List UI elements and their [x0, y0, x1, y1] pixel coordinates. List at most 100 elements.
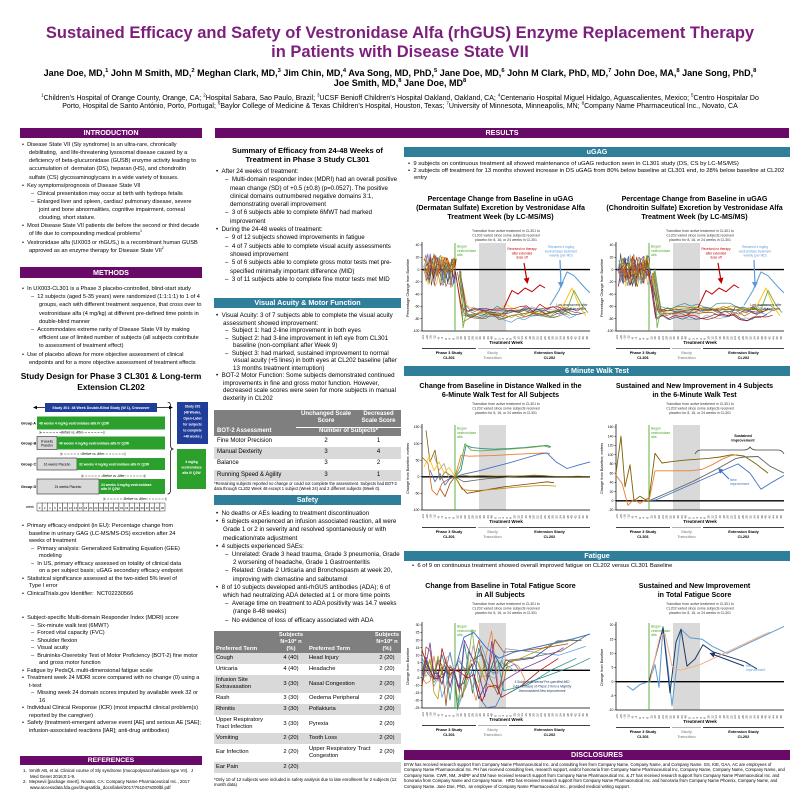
svg-text:Sustained and New Improvement: Sustained and New Improvement in 4 Subje…: [616, 382, 773, 390]
svg-text:-8: -8: [630, 337, 634, 340]
svg-text:-4: -4: [634, 516, 638, 519]
svg-text:CL301: CL301: [443, 355, 456, 360]
svg-text:46: 46: [581, 515, 585, 519]
svg-text:8: 8: [452, 715, 456, 717]
svg-text:Transition: Transition: [483, 355, 502, 360]
svg-text:4: 4: [695, 517, 699, 519]
svg-text:-50: -50: [414, 492, 419, 496]
svg-text:48: 48: [585, 336, 589, 340]
svg-text:28: 28: [547, 515, 551, 519]
svg-text:in All Subjects: in All Subjects: [476, 591, 525, 599]
svg-text:Change from Baseline in Total: Change from Baseline in Total Fatigue Sc…: [425, 582, 575, 590]
svg-text:48 weeks 4 mg/kg vestronidase: 48 weeks 4 mg/kg vestronidase alfa IV Q2…: [39, 421, 110, 425]
svg-text:Group C: Group C: [21, 462, 36, 466]
svg-text:40: 40: [416, 243, 420, 247]
svg-text:4: 4: [501, 338, 505, 340]
svg-text:vestronidase: vestronidase: [457, 431, 476, 435]
svg-text:4 mg/kg: 4 mg/kg: [185, 460, 197, 464]
svg-text:18: 18: [528, 515, 532, 519]
svg-text:44: 44: [577, 336, 581, 340]
svg-text:44: 44: [151, 506, 155, 510]
svg-text:Treatment Week: Treatment Week: [683, 519, 717, 524]
svg-text:Sustained and New Improvement: Sustained and New Improvement: [639, 582, 751, 590]
svg-text:-16: -16: [623, 335, 627, 340]
svg-text:CL202: CL202: [544, 355, 557, 360]
svg-text:2: 2: [44, 506, 46, 510]
svg-text:4: 4: [448, 517, 452, 519]
svg-text:Treatment Week: Treatment Week: [489, 340, 523, 345]
svg-text:vestronidase: vestronidase: [457, 629, 476, 633]
svg-text:placebo for 8, 16, or 24 weeks: placebo for 8, 16, or 24 weeks in CL301: [669, 611, 731, 615]
svg-text:16 weeks Placebo: 16 weeks Placebo: [44, 462, 71, 466]
svg-text:44: 44: [486, 336, 490, 340]
svg-text:4: 4: [695, 338, 699, 340]
svg-text:CL202 varied since some subjec: CL202 varied since some subjects receive…: [666, 407, 734, 411]
svg-text:8: 8: [509, 338, 513, 340]
svg-text:-12: -12: [626, 514, 630, 519]
svg-text:for subjects: for subjects: [183, 423, 202, 427]
svg-text:2: 2: [497, 338, 501, 340]
svg-text:120: 120: [608, 444, 614, 448]
svg-text:44: 44: [680, 715, 684, 719]
svg-text:(>10 increase) of Phase 3 from: (>10 increase) of Phase 3 from a Majorit…: [513, 685, 572, 689]
svg-text:0: 0: [444, 517, 448, 519]
svg-text:16: 16: [524, 713, 528, 717]
svg-text:0: 0: [688, 338, 692, 340]
svg-text:48: 48: [161, 506, 165, 510]
svg-text:Transition from active treatme: Transition from active treatment in CL30…: [666, 229, 734, 233]
svg-text:38: 38: [760, 715, 764, 719]
svg-text:Change from Baseline in Distan: Change from Baseline in Distance Walked …: [419, 382, 581, 390]
svg-text:42: 42: [768, 715, 772, 719]
svg-text:22: 22: [729, 336, 733, 340]
svg-text:4: 4: [642, 717, 646, 719]
svg-text:dose off: dose off: [710, 256, 721, 260]
svg-text:14: 14: [714, 515, 718, 519]
svg-text:-15: -15: [414, 691, 419, 695]
svg-text:36: 36: [672, 515, 676, 519]
svg-text:38: 38: [566, 713, 570, 717]
svg-text:-20: -20: [608, 280, 613, 284]
svg-text:12: 12: [649, 515, 653, 519]
svg-text:6: 6: [54, 506, 56, 510]
svg-text:46: 46: [581, 336, 585, 340]
svg-text:26: 26: [737, 336, 741, 340]
svg-text:Study 301: 48 Week Double-Blin: Study 301: 48 Week Double-Blind Study (W…: [52, 406, 150, 410]
svg-text:8: 8: [452, 338, 456, 340]
svg-text:40: 40: [764, 336, 768, 340]
svg-text:16: 16: [524, 336, 528, 340]
svg-text:20: 20: [657, 336, 661, 340]
svg-text:42: 42: [574, 713, 578, 717]
svg-text:18: 18: [84, 506, 88, 510]
svg-text:28: 28: [665, 515, 669, 519]
svg-text:100: 100: [414, 442, 420, 446]
svg-text:36: 36: [756, 336, 760, 340]
svg-text:Improvement: Improvement: [731, 439, 755, 443]
svg-text:Transition from active treatme: Transition from active treatment in CL30…: [666, 402, 734, 406]
svg-text:-16: -16: [429, 335, 433, 340]
svg-text:24: 24: [661, 336, 665, 340]
svg-text:16: 16: [718, 336, 722, 340]
svg-text:Study: Study: [487, 529, 499, 534]
svg-text:26: 26: [543, 515, 547, 519]
svg-text:36: 36: [756, 515, 760, 519]
svg-text:-8: -8: [630, 716, 634, 719]
svg-text:42: 42: [768, 336, 772, 340]
svg-text:16: 16: [718, 515, 722, 519]
svg-text:Study: Study: [487, 727, 499, 732]
svg-text:22: 22: [729, 515, 733, 519]
svg-text:Transition from active treatme: Transition from active treatment in CL30…: [472, 602, 540, 606]
svg-text:48: 48: [490, 336, 494, 340]
svg-text:42: 42: [574, 336, 578, 340]
svg-text:CL202: CL202: [544, 534, 557, 539]
svg-text:48: 48: [684, 336, 688, 340]
svg-text:-8: -8: [436, 337, 440, 340]
svg-text:0: 0: [494, 517, 498, 519]
svg-text:30: 30: [745, 515, 749, 519]
svg-text:0: 0: [418, 475, 420, 479]
svg-text:-20: -20: [414, 699, 419, 703]
svg-text:-20: -20: [425, 712, 429, 717]
svg-text:Began: Began: [651, 245, 661, 249]
svg-text:15: 15: [610, 637, 614, 641]
svg-text:Study: Study: [681, 729, 693, 734]
svg-text:16: 16: [459, 336, 463, 340]
